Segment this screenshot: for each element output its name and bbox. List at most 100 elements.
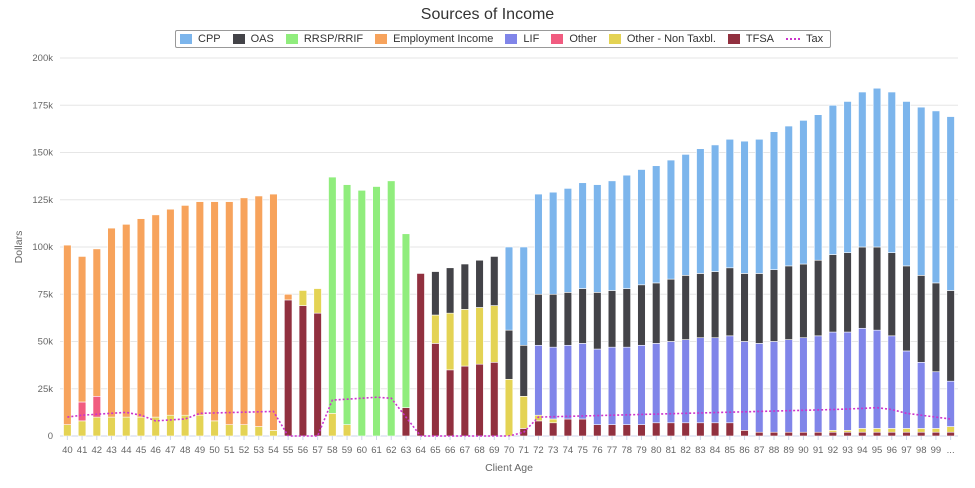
legend-item-oas[interactable]: OAS xyxy=(232,33,274,45)
bar-tfsa-95[interactable] xyxy=(872,431,882,437)
bar-tfsa-93[interactable] xyxy=(843,431,852,437)
bar-nontax-99[interactable] xyxy=(931,428,941,433)
bar-cpp-78[interactable] xyxy=(622,174,631,289)
bar-lif-97[interactable] xyxy=(902,350,911,429)
bar-tfsa-87[interactable] xyxy=(755,431,764,437)
bar-nontax-96[interactable] xyxy=(887,428,896,433)
bar-tfsa-69[interactable] xyxy=(490,361,499,437)
bar-oas-93[interactable] xyxy=(843,252,852,333)
bar-employment-49[interactable] xyxy=(195,201,204,416)
bar-cpp-74[interactable] xyxy=(563,188,573,293)
bar-nontax-98[interactable] xyxy=(917,428,926,433)
bar-cpp-85[interactable] xyxy=(725,138,734,269)
bar-lif-87[interactable] xyxy=(755,343,764,433)
bar-cpp-94[interactable] xyxy=(858,91,867,248)
bar-tfsa-85[interactable] xyxy=(725,422,734,437)
bar-nontax-67[interactable] xyxy=(460,309,469,367)
bar-tfsa-73[interactable] xyxy=(549,422,558,437)
bar-cpp-95[interactable] xyxy=(872,87,882,248)
bar-nontax-52[interactable] xyxy=(239,424,249,437)
bar-nontax-57[interactable] xyxy=(313,288,322,314)
bar-oas-98[interactable] xyxy=(917,275,926,363)
bar-cpp-77[interactable] xyxy=(607,180,617,291)
bar-oas-87[interactable] xyxy=(755,273,764,344)
bar-nontax-97[interactable] xyxy=(902,428,911,433)
bar-tfsa-57[interactable] xyxy=(313,312,322,437)
bar-employment-40[interactable] xyxy=(63,244,72,425)
bar-lif-91[interactable] xyxy=(814,335,823,433)
bar-cpp-82[interactable] xyxy=(681,154,690,276)
bar-nontax-42[interactable] xyxy=(92,416,101,437)
bar-tfsa-74[interactable] xyxy=(563,418,573,437)
bar-other-41[interactable] xyxy=(77,401,87,422)
bar-tfsa-67[interactable] xyxy=(460,365,469,437)
bar-nontax-66[interactable] xyxy=(445,312,455,371)
bar-lif-88[interactable] xyxy=(769,341,779,433)
bar-employment-41[interactable] xyxy=(77,256,87,403)
bar-employment-46[interactable] xyxy=(151,214,160,418)
bar-nontax-54[interactable] xyxy=(269,430,278,437)
bar-tfsa-75[interactable] xyxy=(578,418,587,437)
bar-cpp-80[interactable] xyxy=(652,165,661,284)
legend-item-tax[interactable]: Tax xyxy=(786,33,823,45)
bar-nontax-40[interactable] xyxy=(63,424,72,437)
bar-oas-88[interactable] xyxy=(769,269,779,342)
bar-tfsa-82[interactable] xyxy=(681,422,690,437)
bar-cpp-91[interactable] xyxy=(814,114,823,261)
bar-nontax-44[interactable] xyxy=(122,416,131,437)
bar-oas-69[interactable] xyxy=(490,256,499,306)
bar-cpp-70[interactable] xyxy=(504,246,514,331)
bar-lif-94[interactable] xyxy=(858,327,867,429)
bar-lif-76[interactable] xyxy=(593,348,602,425)
bar-nontax-59[interactable] xyxy=(342,424,352,437)
bar-employment-55[interactable] xyxy=(284,293,293,301)
legend-item-nontax[interactable]: Other - Non Taxbl. xyxy=(608,33,716,45)
bar-tfsa-56[interactable] xyxy=(298,305,308,437)
bar-rrsp-63[interactable] xyxy=(401,233,411,408)
bar-cpp-73[interactable] xyxy=(549,191,558,295)
bar-oas-84[interactable] xyxy=(710,271,720,339)
legend-item-cpp[interactable]: CPP xyxy=(180,33,221,45)
bar-lif-78[interactable] xyxy=(622,346,631,425)
bar-oas-90[interactable] xyxy=(799,263,808,339)
bar-lif-98[interactable] xyxy=(917,361,926,429)
bar-tfsa-99[interactable] xyxy=(931,431,941,437)
bar-oas-85[interactable] xyxy=(725,267,734,337)
bar-lif-89[interactable] xyxy=(784,339,793,433)
bar-tfsa-89[interactable] xyxy=(784,431,793,437)
bar-cpp-75[interactable] xyxy=(578,182,587,289)
bar-cpp-79[interactable] xyxy=(637,169,646,286)
bar-cpp-81[interactable] xyxy=(666,159,676,280)
bar-tfsa-65[interactable] xyxy=(431,343,440,437)
bar-employment-51[interactable] xyxy=(225,201,234,425)
bar-lif-96[interactable] xyxy=(887,335,896,429)
bar-nontax-65[interactable] xyxy=(431,314,440,344)
bar-oas-66[interactable] xyxy=(445,267,455,314)
legend-item-lif[interactable]: LIF xyxy=(505,33,539,45)
bar-nontax-69[interactable] xyxy=(490,305,499,363)
bar-tfsa-83[interactable] xyxy=(696,422,705,437)
bar-cpp-96[interactable] xyxy=(887,91,896,253)
bar-lif-84[interactable] xyxy=(710,337,720,424)
bar-tfsa-94[interactable] xyxy=(858,431,867,437)
bar-rrsp-61[interactable] xyxy=(372,186,381,437)
bar-lif-80[interactable] xyxy=(652,343,661,424)
bar-employment-47[interactable] xyxy=(166,208,175,416)
bar-tfsa-55[interactable] xyxy=(284,299,293,437)
bar-employment-53[interactable] xyxy=(254,195,263,427)
bar-tfsa-80[interactable] xyxy=(652,422,661,437)
bar-oas-95[interactable] xyxy=(872,246,882,331)
bar-lif-93[interactable] xyxy=(843,331,852,431)
bar-tfsa-88[interactable] xyxy=(769,431,779,437)
bar-lif-72[interactable] xyxy=(534,344,543,416)
bar-tfsa-98[interactable] xyxy=(917,431,926,437)
bar-employment-44[interactable] xyxy=(122,224,131,418)
bar-tfsa-76[interactable] xyxy=(593,424,602,437)
bar-oas-83[interactable] xyxy=(696,273,705,339)
legend-item-employment[interactable]: Employment Income xyxy=(375,33,493,45)
legend-item-other[interactable]: Other xyxy=(551,33,597,45)
bar-cpp-...[interactable] xyxy=(946,116,955,291)
bar-employment-54[interactable] xyxy=(269,193,278,431)
bar-nontax-50[interactable] xyxy=(210,420,219,437)
bar-nontax-95[interactable] xyxy=(872,428,882,433)
